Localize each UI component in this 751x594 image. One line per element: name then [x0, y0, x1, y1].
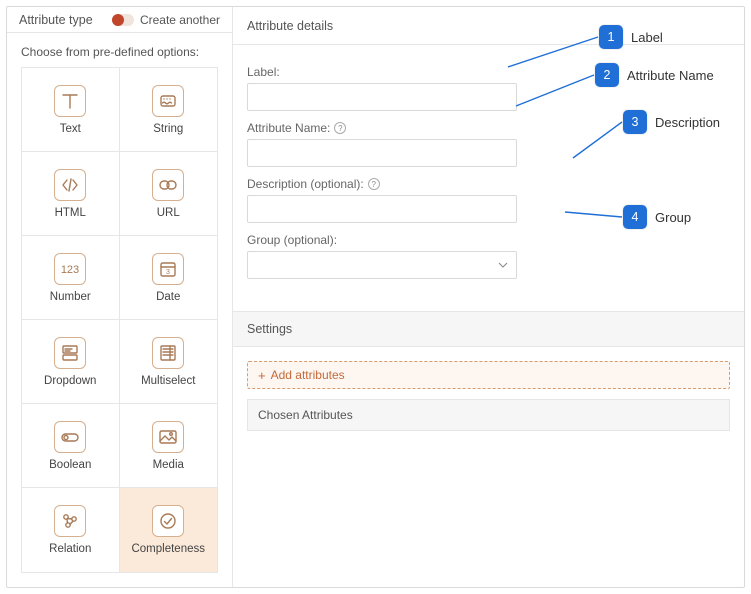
left-title: Attribute type: [19, 13, 93, 27]
attr-name-input[interactable]: [247, 139, 517, 167]
type-label: Relation: [49, 543, 91, 555]
type-option-media[interactable]: Media: [120, 404, 218, 488]
type-option-url[interactable]: URL: [120, 152, 218, 236]
type-grid: Text String HTML URL 123 Number 3 Date Dropdown M…: [21, 67, 218, 573]
type-option-date[interactable]: 3 Date: [120, 236, 218, 320]
description-text: Description (optional):: [247, 177, 364, 191]
multiselect-icon: [152, 337, 184, 369]
type-option-relation[interactable]: Relation: [22, 488, 120, 572]
attr-name-caption: Attribute Name: ?: [247, 121, 730, 135]
type-label: Dropdown: [44, 375, 96, 387]
type-label: HTML: [55, 207, 86, 219]
type-label: Date: [156, 291, 180, 303]
description-caption: Description (optional): ?: [247, 177, 730, 191]
type-label: Text: [60, 123, 81, 135]
toggle-track: [112, 14, 134, 26]
attr-name-text: Attribute Name:: [247, 121, 330, 135]
media-icon: [152, 421, 184, 453]
add-attributes-label: Add attributes: [271, 368, 345, 382]
text-icon: [54, 85, 86, 117]
left-panel: Attribute type Create another Choose fro…: [7, 7, 233, 587]
group-select[interactable]: [247, 251, 517, 279]
type-label: Multiselect: [141, 375, 195, 387]
help-icon[interactable]: ?: [368, 178, 380, 190]
toggle-label: Create another: [140, 13, 220, 27]
type-option-text[interactable]: Text: [22, 68, 120, 152]
group-caption: Group (optional):: [247, 233, 730, 247]
help-icon[interactable]: ?: [334, 122, 346, 134]
string-icon: [152, 85, 184, 117]
type-label: Completeness: [131, 543, 205, 555]
right-header: Attribute details: [233, 7, 744, 45]
settings-header: Settings: [233, 311, 744, 347]
choose-label: Choose from pre-defined options:: [7, 33, 232, 67]
type-option-html[interactable]: HTML: [22, 152, 120, 236]
date-icon: 3: [152, 253, 184, 285]
plus-icon: +: [258, 369, 266, 382]
app-frame: Attribute type Create another Choose fro…: [6, 6, 745, 588]
description-input[interactable]: [247, 195, 517, 223]
type-label: Boolean: [49, 459, 91, 471]
number-icon: 123: [54, 253, 86, 285]
type-option-multiselect[interactable]: Multiselect: [120, 320, 218, 404]
toggle-thumb: [112, 14, 124, 26]
left-header: Attribute type Create another: [7, 7, 232, 33]
type-option-completeness[interactable]: Completeness: [120, 488, 218, 572]
type-option-string[interactable]: String: [120, 68, 218, 152]
label-field-caption: Label:: [247, 65, 730, 79]
dropdown-icon: [54, 337, 86, 369]
svg-text:3: 3: [166, 269, 170, 276]
type-label: Number: [50, 291, 91, 303]
relation-icon: [54, 505, 86, 537]
form-area: Label: Attribute Name: ? Description (op…: [233, 45, 744, 293]
completeness-icon: [152, 505, 184, 537]
add-attributes-button[interactable]: + Add attributes: [247, 361, 730, 389]
svg-text:123: 123: [61, 264, 79, 276]
chosen-attributes-box: Chosen Attributes: [247, 399, 730, 431]
right-panel: Attribute details Label: Attribute Name:…: [233, 7, 744, 587]
type-option-boolean[interactable]: Boolean: [22, 404, 120, 488]
boolean-icon: [54, 421, 86, 453]
right-header-title: Attribute details: [247, 19, 333, 33]
url-icon: [152, 169, 184, 201]
create-another-toggle[interactable]: Create another: [112, 13, 220, 27]
type-option-number[interactable]: 123 Number: [22, 236, 120, 320]
type-label: String: [153, 123, 183, 135]
type-label: URL: [157, 207, 180, 219]
label-field-text: Label:: [247, 65, 280, 79]
type-label: Media: [153, 459, 184, 471]
label-input[interactable]: [247, 83, 517, 111]
chevron-down-icon: [498, 260, 508, 270]
html-icon: [54, 169, 86, 201]
group-text: Group (optional):: [247, 233, 337, 247]
type-option-dropdown[interactable]: Dropdown: [22, 320, 120, 404]
